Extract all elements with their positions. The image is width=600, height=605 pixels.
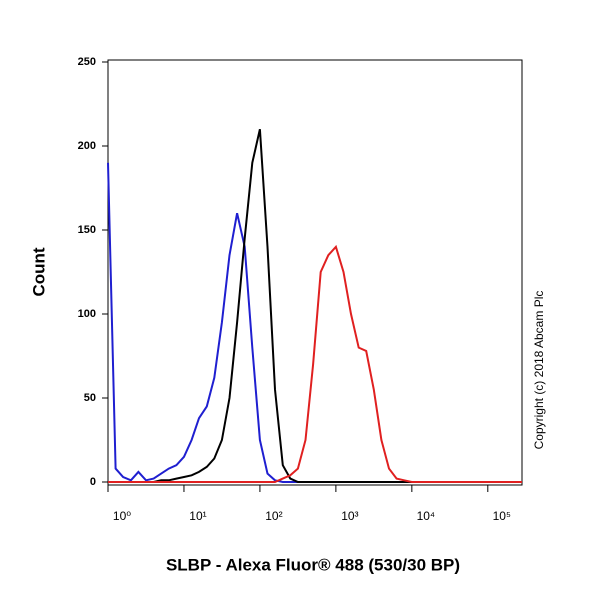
- y-axis-label: Count: [29, 247, 48, 296]
- x-tick-label: 10²: [265, 509, 282, 523]
- y-tick-label: 50: [84, 392, 96, 404]
- x-tick-label: 10¹: [189, 509, 206, 523]
- copyright: Copyright (c) 2018 Abcam Plc: [532, 291, 546, 450]
- series-line: [108, 128, 522, 483]
- plot-frame: [107, 59, 523, 486]
- y-tick-label: 150: [78, 224, 96, 236]
- y-tick-label: 0: [90, 476, 96, 488]
- x-tick-label: 10³: [341, 509, 358, 523]
- x-tick-label: 10⁴: [417, 509, 436, 523]
- x-tick-label: 10⁰: [113, 509, 131, 523]
- x-tick-label: 10⁵: [493, 509, 511, 523]
- y-tick-label: 200: [78, 140, 96, 152]
- y-tick-label: 250: [78, 56, 96, 68]
- series-line: [108, 244, 522, 483]
- y-tick-label: 100: [78, 308, 96, 320]
- x-axis-label: SLBP - Alexa Fluor® 488 (530/30 BP): [166, 555, 460, 574]
- series-line: [107, 162, 522, 483]
